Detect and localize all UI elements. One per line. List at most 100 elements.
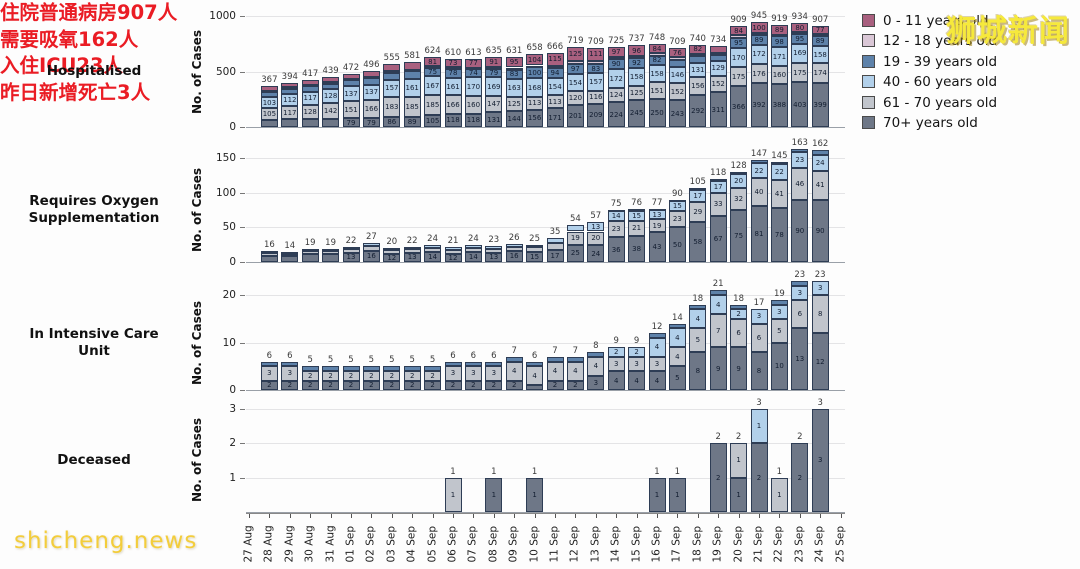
bar-segment [770,164,788,180]
bar-segment [709,179,727,182]
bar-segment [566,63,584,75]
bar-total-label: 417 [302,68,319,79]
bar-total-label: 1 [531,466,538,477]
bar-segment [464,77,482,97]
bar-segment [811,154,829,172]
segment-value-label: 3 [267,369,272,378]
segment-value-label: 13 [795,355,805,364]
bar-total-label: 5 [327,355,334,366]
segment-value-label: 142 [323,107,338,116]
segment-value-label: 137 [344,89,358,98]
bar-segment [791,199,809,262]
bar-segment [322,248,340,251]
bar-segment [791,23,809,33]
bar-segment [750,178,768,206]
bar-segment [342,86,360,102]
y-tick-label: 1000 [209,10,236,22]
bar-segment [424,76,442,95]
bar-segment [668,477,686,512]
bar-segment [526,246,544,252]
bar-total-label: 27 [365,232,377,243]
bar-segment [689,94,707,127]
segment-value-label: 131 [487,115,501,124]
x-tick [636,514,638,518]
bar-total-label: 1 [450,466,456,477]
segment-value-label: 4 [532,371,537,380]
y-tick [240,477,245,479]
segment-value-label: 4 [675,352,680,361]
bar-segment [444,253,462,262]
bar-total-label: 624 [424,46,441,57]
gridline [246,158,845,160]
x-tick [412,514,414,518]
segment-value-label: 113 [527,99,542,108]
bar-segment [342,371,360,381]
bar-total-label: 725 [608,35,625,46]
bar-total-label: 19 [325,237,336,248]
bar-segment [281,87,299,90]
segment-value-label: 116 [589,93,603,102]
date-label: 27 Aug [242,525,255,563]
segment-value-label: 8 [756,367,762,375]
bar-segment [770,47,788,67]
bar-segment [709,192,727,216]
x-tick [289,514,291,518]
segment-value-label: 163 [507,84,521,93]
bar-segment [628,210,646,222]
x-tick [514,514,516,518]
segment-value-label: 158 [650,69,664,78]
legend-item: 70+ years old [862,115,1052,131]
segment-value-label: 100 [527,68,542,77]
bar-segment [322,89,340,104]
bar-segment [709,295,727,314]
legend-label: 12 - 18 years old [883,33,998,50]
segment-value-label: 209 [589,111,603,120]
bar-segment [648,99,666,127]
bar-total-label: 909 [730,15,747,26]
bar-segment [546,237,564,244]
bar-segment [730,48,748,67]
bar-segment [628,221,646,236]
bar-segment [730,318,748,348]
bar-segment [383,248,401,251]
segment-value-label: 250 [650,109,664,118]
bar-segment [587,222,605,232]
segment-value-label: 151 [650,86,664,95]
y-tick-label: 0 [229,384,236,396]
bar-total-label: 22 [406,235,418,246]
bar-total-label: 18 [733,293,744,304]
segment-value-label: 94 [550,69,560,78]
segment-value-label: 13 [652,210,662,219]
segment-value-label: 3 [817,283,823,292]
bar-segment [464,366,482,381]
bar-total-label: 6 [470,350,477,361]
bar-total-label: 77 [651,197,663,208]
bar-segment [403,117,421,127]
segment-value-label: 3 [634,359,639,368]
x-tick [799,514,801,518]
segment-value-label: 2 [736,310,741,318]
bar-segment [444,247,462,250]
y-tick-label: 2 [229,437,236,449]
segment-value-label: 22 [754,166,764,175]
bar-segment [750,162,768,179]
bar-segment [485,361,503,367]
y-tick [240,443,245,444]
segment-value-label: 2 [307,371,313,380]
bar-total-label: 16 [263,239,275,250]
segment-value-label: 3 [450,369,456,378]
bar-segment [383,371,401,381]
segment-value-label: 144 [507,115,521,123]
segment-value-label: 1 [736,456,741,465]
panel-title-hospitalised: Hospitalised [46,63,142,79]
bar-segment [791,62,809,83]
bar-segment [322,366,340,371]
bar-segment [791,44,809,63]
annotation-line: 入住ICU23人 [0,54,124,77]
bar-segment [566,244,584,262]
bar-segment [301,79,319,85]
bar-segment [403,371,421,381]
bar-segment [811,280,829,295]
segment-value-label: 24 [815,158,825,167]
bar-segment [770,83,788,127]
